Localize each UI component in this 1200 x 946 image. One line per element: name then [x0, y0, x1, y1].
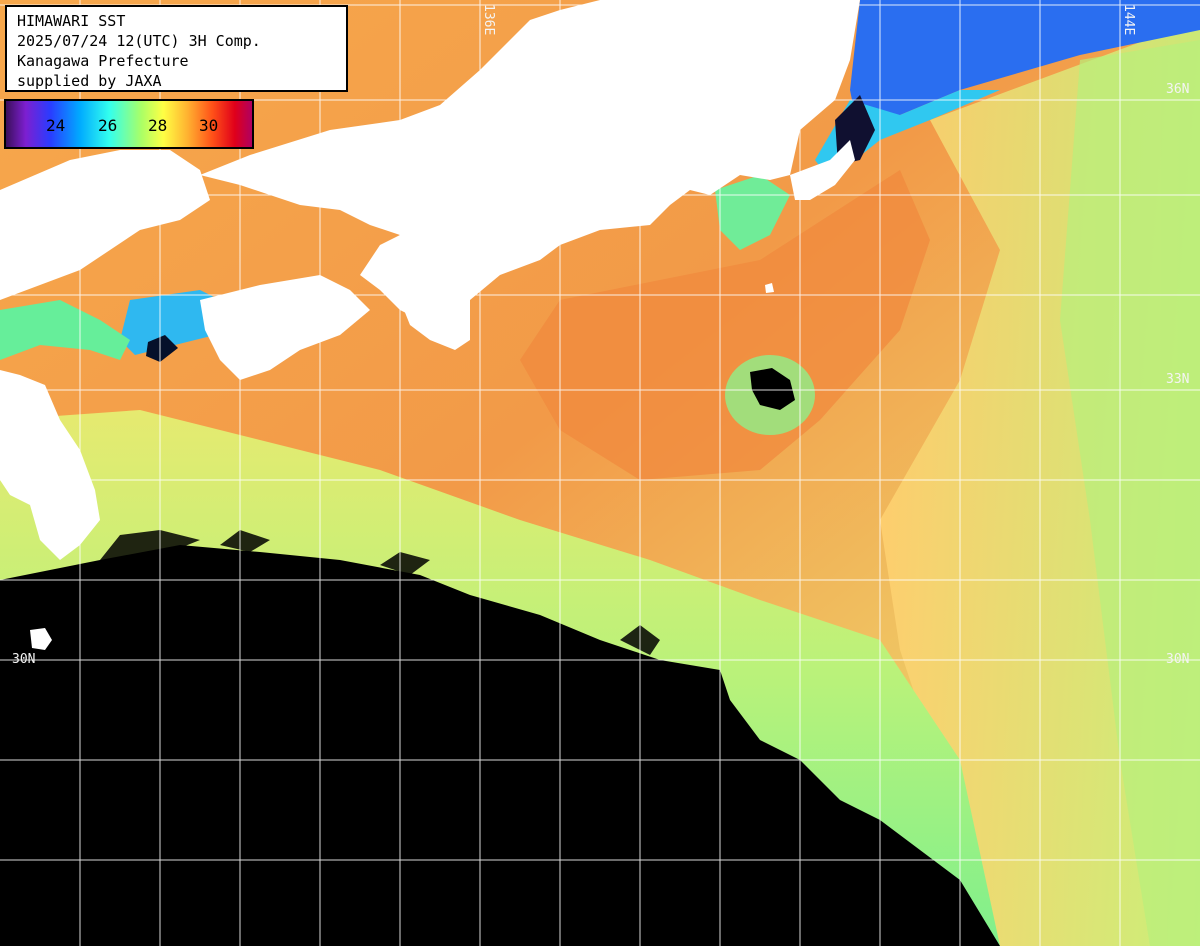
legend-tick-26: 26 [98, 116, 118, 135]
lat-label-30n-right: 30N [1166, 652, 1190, 667]
no-data-region [0, 545, 1000, 946]
land-izu-small [765, 283, 774, 293]
izu-cloud [750, 368, 795, 410]
color-scale-legend: 24 26 28 30 [4, 99, 254, 149]
title-line-1: HIMAWARI SST [17, 12, 126, 30]
land-west-honshu [0, 150, 210, 300]
lon-label-144e: 144E [1121, 4, 1136, 36]
land-honshu [200, 0, 860, 340]
land-kii-peninsula [400, 290, 470, 350]
title-line-3: Kanagawa Prefecture [17, 52, 189, 70]
legend-tick-30: 30 [199, 116, 219, 135]
west-green-sea [0, 300, 130, 360]
land-tanegashima [30, 628, 52, 650]
lat-label-33n: 33N [1166, 372, 1190, 387]
title-box: HIMAWARI SST 2025/07/24 12(UTC) 3H Comp.… [5, 5, 348, 92]
lat-label-30n-left: 30N [12, 652, 36, 667]
title-line-2: 2025/07/24 12(UTC) 3H Comp. [17, 32, 261, 50]
land-boso [790, 140, 855, 200]
lat-label-36n: 36N [1166, 82, 1190, 97]
title-line-4: supplied by JAXA [17, 72, 162, 90]
ne-cold-water [850, 0, 1200, 140]
legend-tick-24: 24 [46, 116, 66, 135]
land-kyushu [0, 370, 100, 560]
tokyo-bay-green [715, 175, 790, 250]
legend-tick-28: 28 [148, 116, 168, 135]
land-shikoku [200, 275, 370, 380]
no-data-fringe [100, 530, 660, 655]
east-green-streak [1060, 40, 1200, 946]
lon-label-136e: 136E [481, 4, 496, 36]
warm-core [520, 170, 930, 480]
seto-dark [146, 335, 178, 362]
